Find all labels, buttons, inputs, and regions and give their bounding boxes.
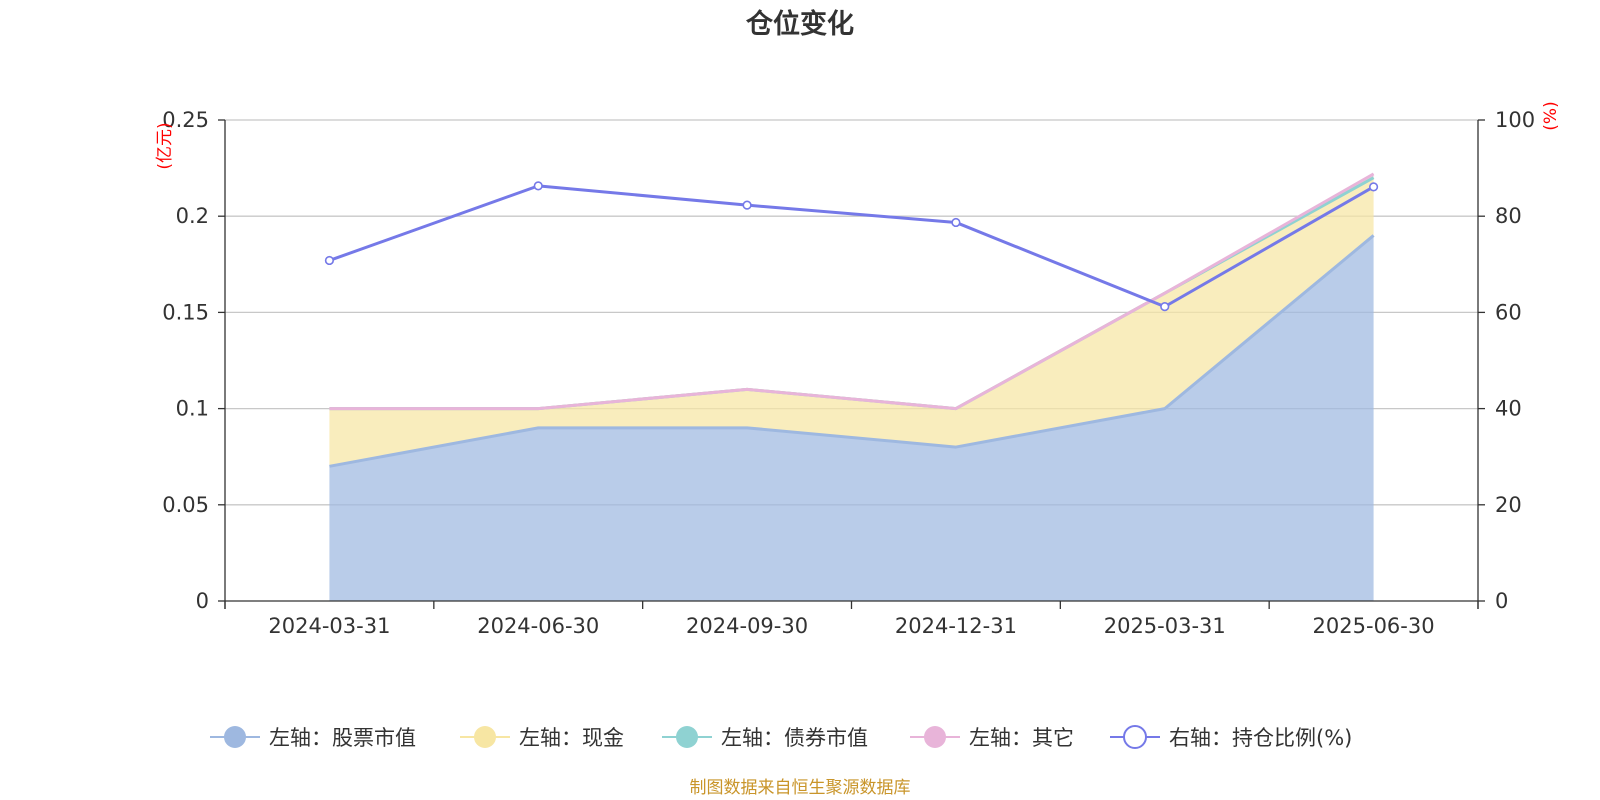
area-layers	[329, 173, 1374, 601]
legend-item: 左轴：股票市值	[210, 726, 416, 750]
left-tick-label: 0.25	[162, 108, 209, 132]
x-tick-label: 2025-06-30	[1313, 614, 1435, 638]
left-tick-label: 0.05	[162, 493, 209, 517]
x-tick-label: 2024-06-30	[477, 614, 599, 638]
x-tick-label: 2024-12-31	[895, 614, 1017, 638]
legend-marker	[224, 726, 246, 748]
left-axis-ticks: 0 0.05 0.1 0.15 0.2 0.25	[162, 108, 225, 613]
area-左轴：股票市值	[329, 235, 1374, 601]
x-tick-label: 2024-09-30	[686, 614, 808, 638]
legend-marker	[474, 726, 496, 748]
right-tick-label: 20	[1495, 493, 1522, 517]
data-point	[951, 217, 961, 228]
line-左轴：股票市值	[329, 234, 1375, 468]
right-axis-ticks: 0 20 40 60 80 100	[1478, 108, 1535, 613]
data-point	[533, 181, 543, 191]
left-tick-label: 0.1	[176, 397, 209, 421]
legend-marker	[676, 726, 698, 748]
area-左轴：现金	[329, 177, 1374, 467]
right-tick-label: 80	[1495, 204, 1522, 228]
legend-item: 左轴：其它	[910, 726, 1074, 750]
right-tick-label: 100	[1495, 108, 1535, 132]
legend-item: 右轴：持仓比例(%)	[1110, 725, 1352, 750]
legend-marker	[924, 726, 946, 748]
legend-label: 左轴：现金	[519, 726, 624, 750]
left-tick-label: 0.2	[176, 204, 209, 228]
line-左轴：其它	[329, 172, 1375, 411]
right-axis-unit: (%)	[1541, 101, 1561, 130]
legend-label: 左轴：债券市值	[721, 726, 868, 750]
legend-item: 左轴：债券市值	[662, 726, 868, 750]
x-tick-label: 2025-03-31	[1104, 614, 1226, 638]
series-lines	[324, 172, 1379, 468]
legend-label: 左轴：股票市值	[269, 726, 416, 750]
x-axis-ticks: 2024-03-31 2024-06-30 2024-09-30 2024-12-31…	[224, 601, 1479, 638]
legend-label: 右轴：持仓比例(%)	[1169, 726, 1352, 750]
source-note: 制图数据来自恒生聚源数据库	[690, 778, 911, 798]
data-point	[742, 200, 752, 210]
legend-label: 左轴：其它	[969, 726, 1074, 750]
chart-title: 仓位变化	[745, 8, 854, 40]
right-tick-label: 0	[1495, 589, 1508, 613]
right-tick-label: 60	[1495, 300, 1522, 324]
line-holding-ratio	[328, 184, 1375, 309]
right-tick-label: 40	[1495, 397, 1522, 421]
legend: 左轴：股票市值 左轴：现金 左轴：债券市值 左轴：其它 右轴：持仓比例(%)	[210, 725, 1352, 750]
data-point	[1368, 182, 1379, 192]
left-tick-label: 0.15	[162, 300, 209, 324]
data-point	[1160, 302, 1170, 312]
legend-marker	[1123, 725, 1147, 749]
left-tick-label: 0	[196, 589, 209, 613]
legend-item: 左轴：现金	[460, 726, 624, 750]
data-point	[324, 255, 335, 266]
x-tick-label: 2024-03-31	[268, 614, 390, 638]
left-axis-unit: (亿元)	[155, 122, 175, 169]
